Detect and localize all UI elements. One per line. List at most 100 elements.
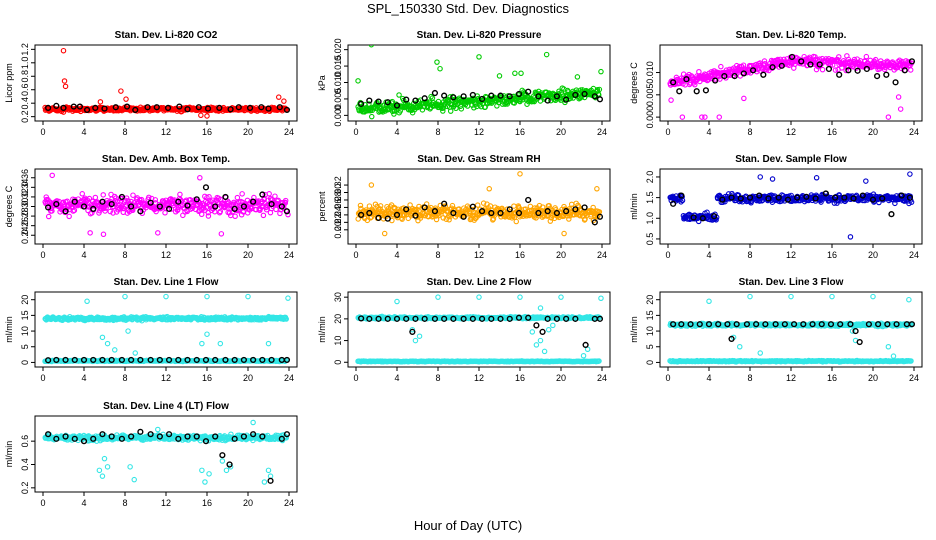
data-point: [476, 54, 482, 60]
data-point: [421, 315, 428, 322]
data-point: [676, 88, 683, 95]
data-point: [259, 191, 266, 198]
data-point: [76, 103, 84, 110]
data-point: [908, 58, 916, 65]
chart-panel: Stan. Dev. Gas Stream RH0 4 8 12 16 20 240.200…: [317, 154, 611, 260]
data-point: [450, 209, 457, 217]
y-axis-label: Licor ppm: [4, 63, 14, 103]
data-point: [368, 182, 375, 188]
data-point: [227, 106, 234, 113]
x-tick-label: 8: [747, 250, 752, 260]
data-point: [49, 172, 55, 179]
data-point: [206, 193, 212, 200]
data-point: [504, 206, 511, 212]
data-point: [366, 97, 373, 104]
data-point: [393, 211, 401, 218]
data-point: [155, 230, 161, 236]
data-point: [460, 213, 467, 220]
data-point: [520, 96, 526, 103]
data-point: [879, 195, 886, 202]
data-point: [769, 64, 776, 71]
data-point: [431, 315, 439, 322]
series-group: [42, 47, 291, 119]
x-tick-label: 16: [827, 127, 837, 137]
data-point: [596, 315, 604, 322]
data-point: [355, 78, 361, 84]
data-point: [107, 208, 113, 215]
y-tick-label: 0.36: [20, 169, 30, 187]
data-point: [515, 209, 523, 217]
data-point: [737, 195, 744, 202]
data-point: [693, 88, 700, 95]
data-point: [561, 230, 567, 237]
x-tick-label: 16: [827, 250, 837, 260]
data-point: [355, 216, 361, 222]
y-tick-label: 0.015: [333, 55, 343, 78]
data-point: [177, 191, 183, 198]
data-point: [217, 340, 224, 347]
data-point: [92, 194, 99, 201]
data-point: [598, 295, 604, 302]
data-point: [488, 315, 495, 322]
y-tick-label: 0.34: [20, 179, 30, 197]
data-point: [45, 213, 52, 220]
data-point: [266, 201, 272, 208]
x-tick-label: 0: [40, 373, 45, 383]
y-tick-label: 0.24: [20, 226, 30, 244]
x-tick-label: 24: [597, 373, 607, 383]
series-group: [355, 294, 604, 365]
data-point: [590, 204, 596, 211]
data-point: [804, 62, 811, 69]
data-point: [529, 329, 536, 335]
data-point: [469, 315, 476, 322]
data-point: [49, 208, 55, 214]
data-point: [836, 54, 842, 60]
data-point: [102, 208, 108, 214]
data-point: [60, 47, 67, 54]
data-point: [358, 100, 365, 107]
data-point: [757, 174, 763, 180]
data-point: [525, 314, 532, 321]
data-point: [403, 96, 410, 103]
y-tick-label: 0.28: [20, 207, 30, 225]
data-point: [907, 67, 914, 73]
x-tick-label: 4: [394, 127, 399, 137]
x-tick-label: 20: [868, 250, 878, 260]
x-tick-label: 16: [515, 127, 525, 137]
data-point: [476, 294, 482, 300]
data-point: [258, 104, 265, 111]
data-point: [478, 95, 486, 103]
data-point: [841, 194, 848, 201]
data-point: [108, 356, 115, 364]
series-group: [667, 293, 916, 365]
data-point: [86, 195, 93, 202]
data-point: [412, 337, 419, 344]
data-point: [591, 93, 598, 100]
x-tick-label: 0: [353, 373, 358, 383]
data-point: [283, 208, 291, 215]
data-point: [692, 81, 698, 88]
y-tick-label: 1.0: [645, 212, 655, 225]
data-point: [53, 201, 60, 208]
data-point: [216, 104, 223, 112]
data-point: [598, 68, 604, 75]
y-tick-label: 1.0: [20, 57, 30, 70]
data-point: [99, 334, 106, 341]
x-tick-label: 4: [706, 373, 711, 383]
data-point: [165, 205, 173, 212]
data-point: [421, 204, 428, 211]
data-point: [175, 198, 182, 205]
data-point: [100, 231, 107, 238]
data-point: [781, 56, 787, 63]
data-point: [897, 106, 904, 112]
y-tick-label: 1.5: [645, 191, 655, 204]
data-point: [581, 90, 588, 98]
x-tick-label: 24: [284, 373, 294, 383]
data-point: [375, 214, 382, 221]
data-point: [92, 104, 99, 112]
data-point: [435, 294, 441, 300]
data-point: [506, 315, 513, 322]
x-tick-label: 20: [556, 250, 566, 260]
data-point: [393, 102, 401, 109]
